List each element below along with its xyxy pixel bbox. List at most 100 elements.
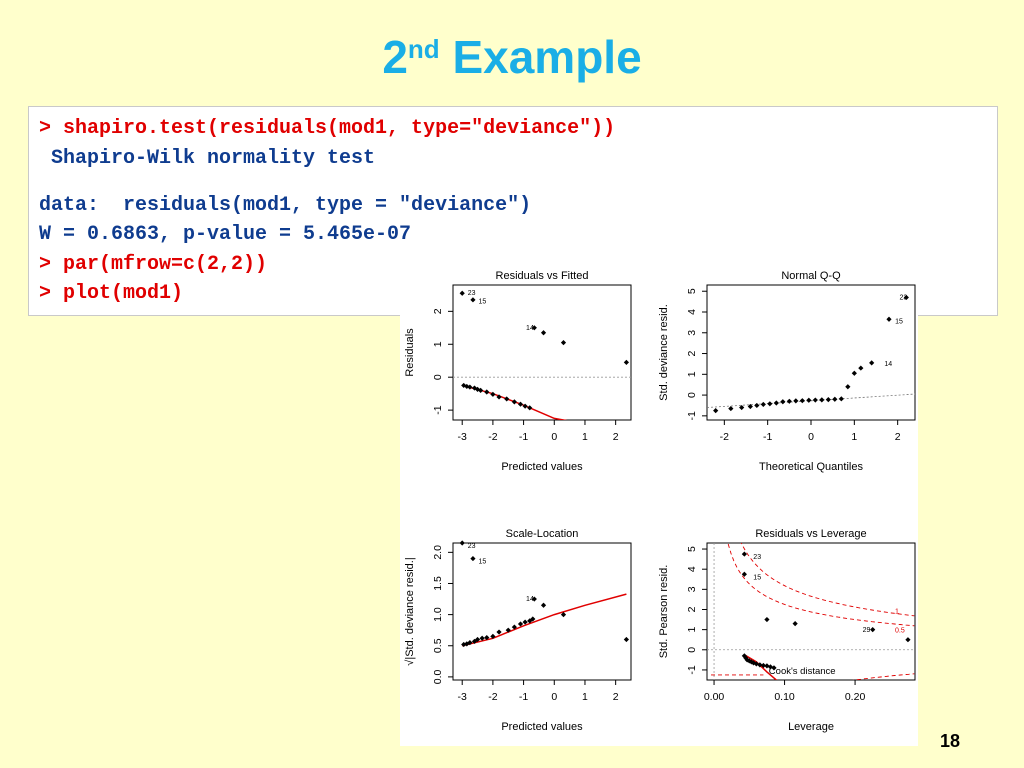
data-point — [471, 385, 478, 391]
y-tick-label: 0.0 — [432, 669, 444, 684]
point-label: 29 — [863, 627, 871, 634]
data-point — [851, 370, 857, 376]
code-line-par-command: > par(mfrow=c(2,2)) — [39, 253, 268, 276]
y-tick-label: 1.5 — [432, 576, 444, 591]
data-point — [623, 636, 629, 643]
point-label: 23 — [468, 543, 476, 550]
data-point — [760, 401, 766, 408]
plot-xlabel: Leverage — [788, 721, 834, 733]
point-label: 14 — [526, 325, 534, 332]
x-tick-label: 0.00 — [704, 691, 725, 703]
y-tick-label: 1 — [432, 341, 444, 347]
x-tick-label: -2 — [488, 431, 497, 443]
y-tick-label: 3 — [686, 330, 698, 336]
data-point — [713, 408, 719, 414]
data-point — [470, 297, 476, 303]
plot-title: Normal Q-Q — [781, 270, 841, 282]
data-point — [747, 403, 753, 410]
x-tick-label: 0.10 — [774, 691, 795, 703]
data-point — [764, 663, 770, 669]
data-point — [530, 616, 536, 622]
data-point — [461, 641, 467, 648]
data-point — [903, 294, 909, 301]
data-point — [780, 399, 786, 405]
data-point — [869, 360, 875, 366]
data-point — [858, 365, 864, 371]
y-tick-label: 1.0 — [432, 607, 444, 622]
y-tick-label: -1 — [432, 405, 444, 414]
x-tick-label: 1 — [582, 691, 588, 703]
data-point — [728, 405, 734, 412]
data-point — [767, 401, 773, 407]
cook-contour-1-lower — [728, 684, 914, 746]
data-point — [825, 397, 831, 403]
y-tick-label: 5 — [686, 546, 698, 552]
data-point — [474, 636, 481, 643]
plot-ylabel: √|Std. deviance resid.| — [404, 557, 416, 665]
smooth-line — [744, 654, 778, 680]
data-point — [459, 290, 465, 296]
data-point — [757, 662, 763, 668]
y-tick-label: 0 — [432, 374, 444, 380]
y-tick-label: 2 — [432, 308, 444, 314]
x-tick-label: 0 — [551, 691, 557, 703]
data-point — [522, 619, 528, 625]
x-tick-label: 0 — [808, 431, 814, 443]
data-point — [741, 653, 747, 659]
y-tick-label: 4 — [686, 566, 698, 572]
y-tick-label: 0 — [686, 647, 698, 653]
y-tick-label: 1 — [686, 627, 698, 633]
data-point — [748, 659, 755, 665]
point-label: 15 — [478, 298, 486, 305]
data-point — [786, 398, 792, 404]
x-tick-label: -3 — [458, 431, 467, 443]
data-point — [505, 627, 511, 633]
slide-title: 2nd Example — [382, 31, 642, 83]
code-line-statistic: W = 0.6863, p-value = 5.465e-07 — [39, 223, 412, 246]
data-point — [792, 620, 798, 627]
plot-xlabel: Theoretical Quantiles — [759, 461, 863, 473]
plot-title: Residuals vs Leverage — [755, 528, 866, 540]
y-tick-label: 2 — [686, 350, 698, 356]
plot-frame — [452, 542, 632, 681]
y-tick-label: 4 — [686, 309, 698, 315]
data-point — [517, 621, 524, 627]
data-point — [741, 571, 747, 577]
data-point — [739, 404, 745, 411]
plot-4: Residuals vs Leverage Leverage Std. Pearso… — [658, 528, 916, 746]
data-point — [496, 629, 502, 635]
data-point — [886, 316, 892, 322]
code-line-plot-command: > plot(mod1) — [39, 282, 184, 305]
y-tick-label: 5 — [686, 288, 698, 294]
data-point — [741, 551, 747, 557]
x-tick-label: -3 — [458, 691, 467, 703]
y-tick-label: 0 — [686, 392, 698, 398]
data-point — [838, 396, 844, 402]
data-point — [470, 555, 476, 562]
x-tick-label: 2 — [895, 431, 901, 443]
data-point — [490, 633, 496, 640]
x-tick-label: -2 — [488, 691, 497, 703]
data-point — [832, 396, 838, 402]
plot-frame — [706, 542, 916, 681]
point-label: 23 — [468, 290, 476, 297]
code-line-test-name: Shapiro-Wilk normality test — [39, 147, 376, 170]
data-point — [754, 402, 760, 409]
data-point — [760, 662, 767, 669]
data-point — [623, 359, 629, 365]
data-point — [753, 661, 759, 667]
data-point — [819, 397, 825, 403]
plot-3: Scale-Location Predicted values √|Std. dev… — [404, 528, 632, 733]
y-tick-label: -1 — [686, 411, 698, 420]
y-tick-label: 0.5 — [432, 638, 444, 653]
plot-ylabel: Std. deviance resid. — [658, 304, 670, 401]
plot-xlabel: Predicted values — [501, 461, 583, 473]
y-tick-label: -1 — [686, 665, 698, 674]
plot-2: Normal Q-Q Theoretical Quantiles Std. devi… — [658, 270, 916, 473]
data-point — [746, 658, 752, 664]
plot-1: Residuals vs Fitted Predicted values Resid… — [404, 270, 632, 473]
data-point — [540, 602, 547, 608]
plot-ylabel: Residuals — [404, 328, 416, 377]
data-point — [459, 540, 465, 546]
x-tick-label: -1 — [519, 691, 528, 703]
